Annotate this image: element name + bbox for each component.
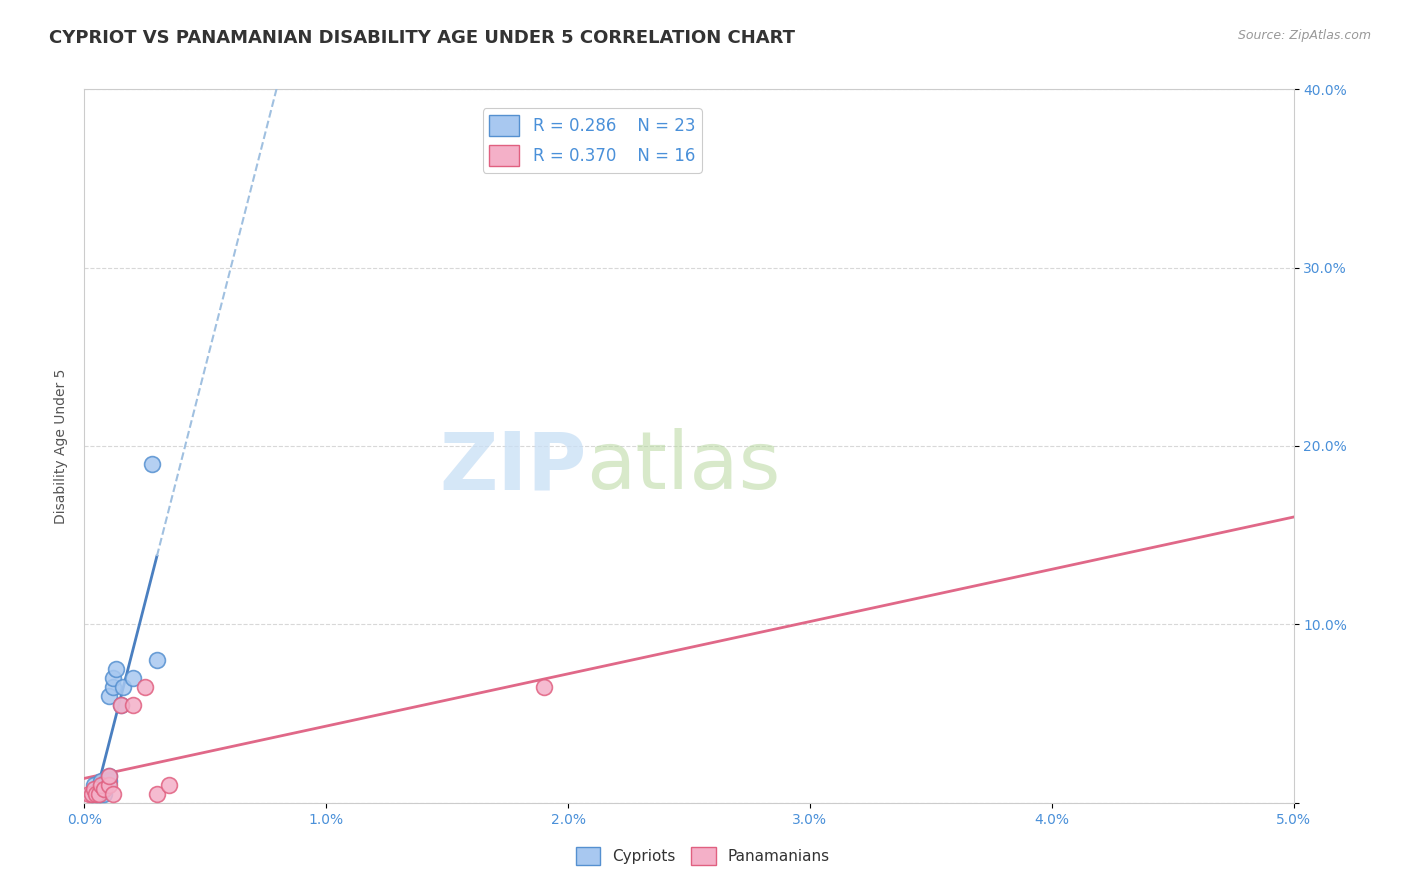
Legend: R = 0.286    N = 23, R = 0.370    N = 16: R = 0.286 N = 23, R = 0.370 N = 16 [482,108,702,173]
Text: atlas: atlas [586,428,780,507]
Point [97,774,120,789]
Text: ZIP: ZIP [439,428,586,507]
Point [93,778,115,792]
Point [103,787,125,801]
Point [112,680,135,694]
Point [83,781,105,796]
Point [80,787,103,801]
Point [77,787,100,801]
Point [97,689,120,703]
Point [90,778,112,792]
Legend: Cypriots, Panamanians: Cypriots, Panamanians [569,841,837,871]
Point [93,781,115,796]
Point [86,787,108,801]
Point [97,769,120,783]
Point [93,787,115,801]
Point [141,457,163,471]
Text: CYPRIOT VS PANAMANIAN DISABILITY AGE UNDER 5 CORRELATION CHART: CYPRIOT VS PANAMANIAN DISABILITY AGE UND… [49,29,796,46]
Point [134,680,156,694]
Text: Source: ZipAtlas.com: Source: ZipAtlas.com [1237,29,1371,42]
Point [86,787,108,801]
Point [121,671,143,685]
Point [103,671,125,685]
Point [146,653,169,667]
Point [110,698,132,712]
Point [87,787,110,801]
Point [90,781,112,796]
Point [97,778,120,792]
Point [97,769,120,783]
Point [83,781,105,796]
Point [80,787,103,801]
Point [103,680,125,694]
Point [104,662,127,676]
Point [146,787,169,801]
Point [90,787,112,801]
Point [157,778,180,792]
Point [83,778,105,792]
Y-axis label: Disability Age Under 5: Disability Age Under 5 [53,368,67,524]
Point [87,781,110,796]
Point [90,774,112,789]
Point [93,781,115,796]
Point [533,680,555,694]
Point [121,698,143,712]
Point [87,787,110,801]
Point [110,698,132,712]
